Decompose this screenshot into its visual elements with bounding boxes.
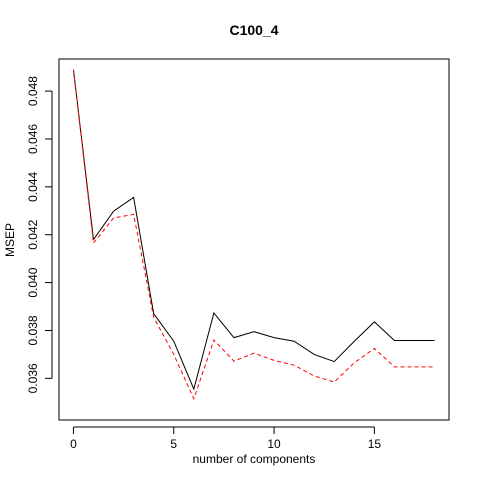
- y-axis-label: MSEP: [3, 223, 17, 257]
- series-layer: [72, 69, 435, 401]
- y-tick-label: 0.042: [26, 219, 40, 249]
- y-tick-label: 0.040: [26, 267, 40, 297]
- y-tick-label: 0.038: [26, 315, 40, 345]
- y-tick-label: 0.046: [26, 124, 40, 154]
- chart-title: C100_4: [229, 22, 278, 38]
- series-line-1: [72, 69, 435, 391]
- plot-frame: [58, 58, 450, 421]
- y-tick-label: 0.048: [26, 76, 40, 106]
- x-tick-label: 0: [70, 437, 77, 451]
- y-tick-label: 0.044: [26, 171, 40, 201]
- x-tick-label: 10: [267, 437, 281, 451]
- y-axis: 0.036 0.038 0.040 0.042 0.044 0.046 0.048: [26, 76, 53, 393]
- series-line-2: [72, 69, 435, 401]
- x-axis-label: number of components: [193, 452, 316, 466]
- x-tick-label: 5: [170, 437, 177, 451]
- x-tick-label: 15: [368, 437, 382, 451]
- x-axis: 0 5 10 15: [70, 426, 382, 451]
- y-tick-label: 0.036: [26, 363, 40, 393]
